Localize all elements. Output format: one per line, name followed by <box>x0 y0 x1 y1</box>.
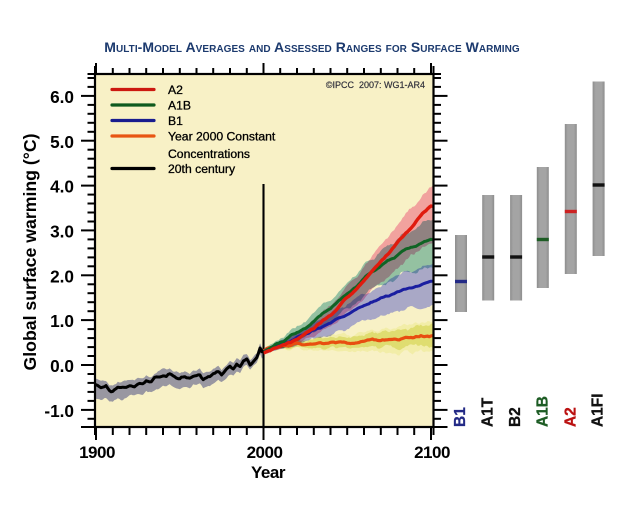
svg-text:Concentrations: Concentrations <box>168 147 250 161</box>
svg-text:A2: A2 <box>168 83 183 97</box>
svg-text:B2: B2 <box>507 407 524 427</box>
svg-text:A1B: A1B <box>168 99 191 113</box>
svg-text:Year: Year <box>251 463 286 482</box>
svg-text:1900: 1900 <box>79 443 115 462</box>
svg-text:3.0: 3.0 <box>50 221 74 241</box>
svg-text:A1B: A1B <box>535 396 552 427</box>
svg-text:5.0: 5.0 <box>50 132 74 152</box>
svg-text:Year 2000 Constant: Year 2000 Constant <box>168 130 276 144</box>
svg-text:4.0: 4.0 <box>50 177 74 197</box>
svg-text:Global surface warming (°C): Global surface warming (°C) <box>20 133 40 370</box>
svg-text:©IPCC 2007: WG1-AR4: ©IPCC 2007: WG1-AR4 <box>326 80 425 90</box>
svg-text:0.0: 0.0 <box>50 356 74 376</box>
svg-text:A2: A2 <box>563 407 580 427</box>
svg-text:2.0: 2.0 <box>50 266 74 286</box>
svg-text:A1FI: A1FI <box>590 393 607 427</box>
svg-text:2000: 2000 <box>247 443 283 462</box>
svg-text:B1: B1 <box>168 114 183 128</box>
svg-text:2100: 2100 <box>414 443 450 462</box>
svg-text:A1T: A1T <box>479 397 496 427</box>
svg-text:1.0: 1.0 <box>50 311 74 331</box>
svg-text:-1.0: -1.0 <box>44 401 74 421</box>
svg-text:20th century: 20th century <box>168 162 236 176</box>
svg-text:6.0: 6.0 <box>50 87 74 107</box>
svg-text:B1: B1 <box>452 407 469 427</box>
